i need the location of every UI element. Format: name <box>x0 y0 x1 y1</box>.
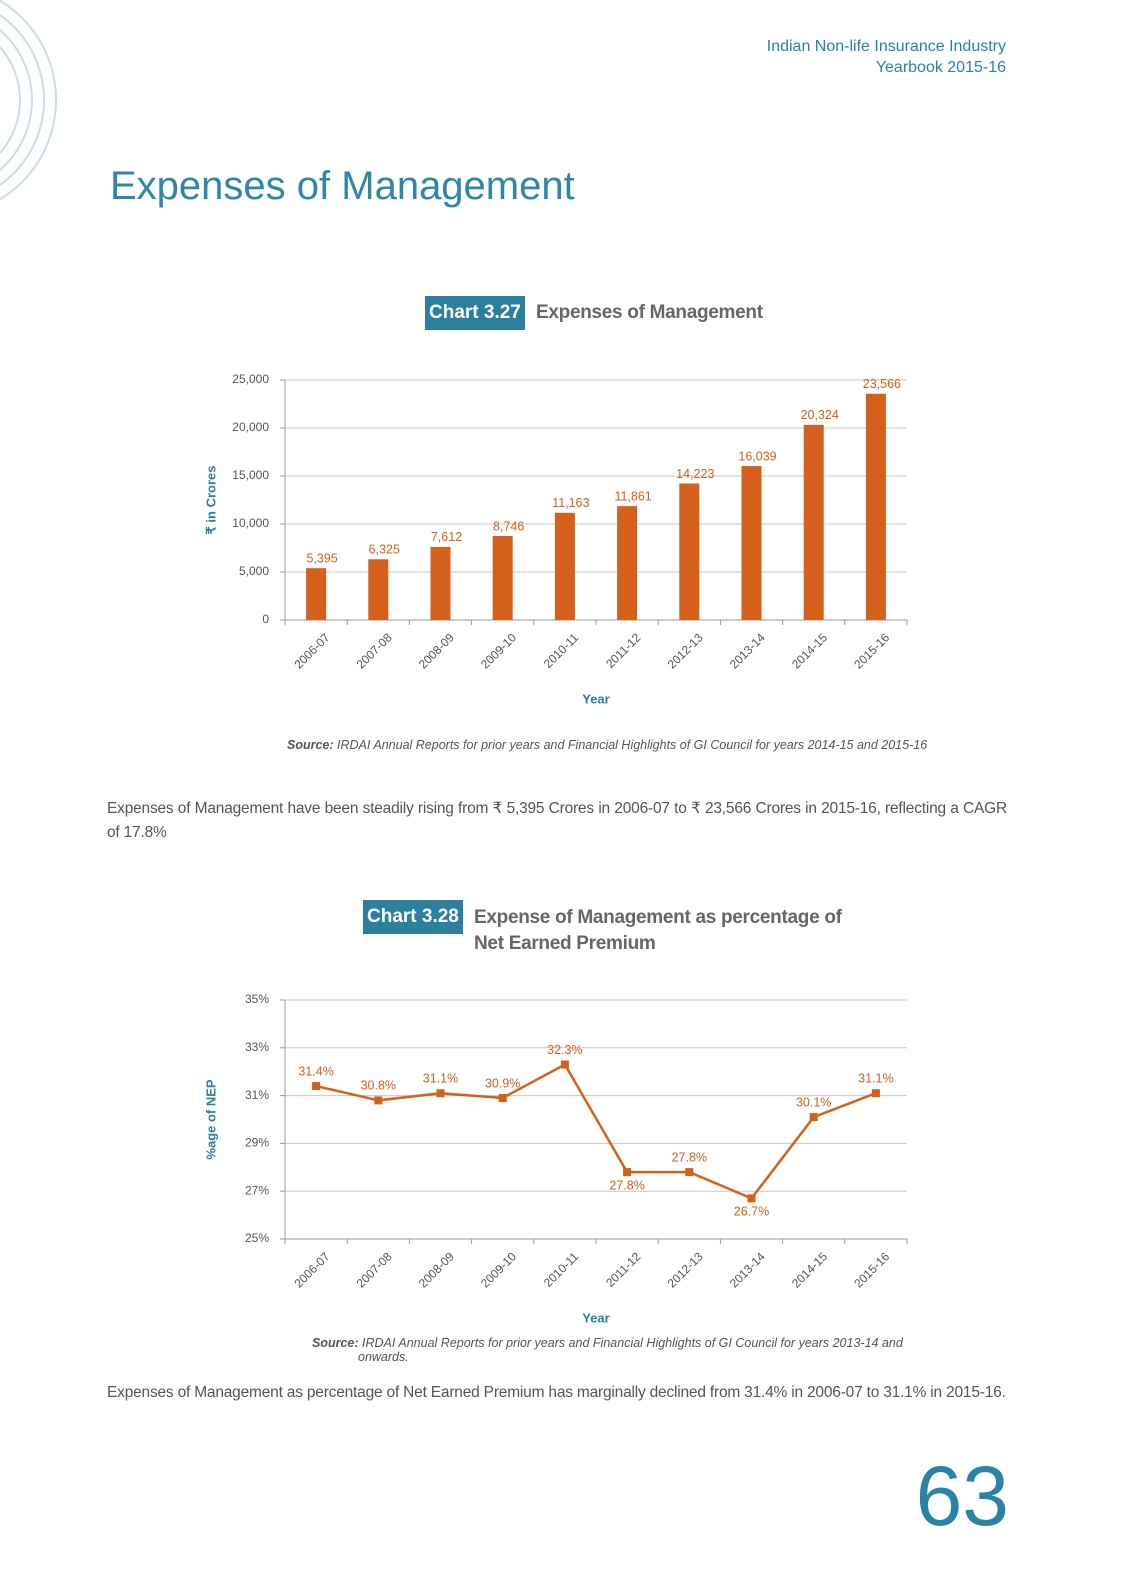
x-tick-label: 2013-14 <box>727 1249 768 1290</box>
x-tick-label: 2007-08 <box>354 1249 395 1290</box>
y-tick-label: 15,000 <box>232 468 269 482</box>
y-tick-label: 27% <box>245 1183 269 1197</box>
x-tick-label: 2009-10 <box>478 630 519 671</box>
data-label: 16,039 <box>738 449 776 463</box>
data-label: 5,395 <box>306 552 337 566</box>
header-line: Yearbook 2015-16 <box>875 59 1006 76</box>
decoration <box>0 0 57 201</box>
data-label: 11,163 <box>552 496 589 510</box>
y-tick-label: 33% <box>245 1040 269 1054</box>
paragraph: Expenses of Management have been steadil… <box>107 800 1007 841</box>
source-label: Source: <box>287 738 334 752</box>
x-tick-label: 2011-12 <box>603 630 644 671</box>
chart-title: Expense of Management as percentage of N… <box>474 907 842 954</box>
data-label: 31.1% <box>858 1072 893 1086</box>
data-label: 30.8% <box>361 1079 396 1093</box>
source-text: IRDAI Annual Reports for prior years and… <box>337 738 928 752</box>
data-label: 30.9% <box>485 1076 520 1090</box>
bar <box>368 559 389 620</box>
data-label: 20,324 <box>801 408 839 422</box>
data-label: 31.4% <box>298 1064 333 1078</box>
bar <box>554 512 575 620</box>
y-axis-title: ₹ in Crores <box>203 466 218 535</box>
y-axis-title: %age of NEP <box>203 1079 218 1160</box>
source-text: IRDAI Annual Reports for prior years and… <box>358 1336 903 1364</box>
data-label: 27.8% <box>609 1178 644 1192</box>
x-tick-label: 2008-09 <box>416 1249 457 1290</box>
x-tick-label: 2015-16 <box>851 1249 892 1290</box>
x-tick-label: 2012-13 <box>665 1249 706 1290</box>
y-tick-label: 5,000 <box>239 564 269 578</box>
data-label: 7,612 <box>431 530 462 544</box>
x-tick-label: 2012-13 <box>665 630 706 671</box>
source: Source: IRDAI Annual Reports for prior y… <box>287 738 967 752</box>
x-tick-label: 2010-11 <box>541 1249 582 1290</box>
marker <box>374 1096 383 1105</box>
x-axis-title: Year <box>582 1310 609 1325</box>
marker <box>560 1060 569 1069</box>
y-tick-label: 35% <box>245 992 269 1006</box>
data-label: 31.1% <box>423 1072 458 1086</box>
x-tick-label: 2009-10 <box>478 1249 519 1290</box>
header: Indian Non-life Insurance Industry Yearb… <box>767 36 1006 78</box>
data-label: 32.3% <box>547 1043 582 1057</box>
line <box>315 1062 877 1200</box>
data-label: 6,325 <box>369 543 400 557</box>
data-label: 30.1% <box>796 1095 831 1109</box>
x-tick-label: 2010-11 <box>541 630 582 671</box>
data-label: 23,566 <box>863 377 901 391</box>
y-tick-label: 0 <box>262 612 269 626</box>
y-tick-label: 10,000 <box>232 516 269 530</box>
y-tick-label: 20,000 <box>232 420 269 434</box>
bar <box>803 424 824 620</box>
bar <box>679 483 700 620</box>
y-tick-label: 25,000 <box>232 372 269 386</box>
page-number: 63 <box>915 1449 1009 1543</box>
y-tick-label: 25% <box>245 1231 269 1245</box>
header-line: Indian Non-life Insurance Industry <box>766 38 1006 55</box>
data-label: 8,746 <box>493 519 524 533</box>
bar <box>430 546 451 620</box>
chart-title: Expenses of Management <box>536 302 763 323</box>
bar <box>306 568 327 620</box>
y-tick-label: 29% <box>245 1136 269 1150</box>
marker <box>498 1093 507 1102</box>
paragraph: Expenses of Management as percentage of … <box>107 1384 1006 1401</box>
bar <box>741 466 762 620</box>
bar <box>617 506 638 620</box>
x-tick-label: 2007-08 <box>354 630 395 671</box>
x-tick-label: 2006-07 <box>291 630 332 671</box>
source: Source: IRDAI Annual Reports for prior y… <box>312 1336 948 1364</box>
marker <box>685 1168 694 1177</box>
x-tick-label: 2006-07 <box>291 1249 332 1290</box>
marker <box>747 1194 756 1203</box>
x-tick-label: 2014-15 <box>789 630 830 671</box>
bar <box>492 536 513 620</box>
marker <box>312 1082 321 1091</box>
marker <box>436 1089 445 1098</box>
marker <box>809 1113 818 1122</box>
page-title: Expenses of Management <box>110 164 575 208</box>
data-label: 11,861 <box>614 489 651 503</box>
data-label: 27.8% <box>672 1150 707 1164</box>
x-tick-label: 2011-12 <box>603 1249 644 1290</box>
x-tick-label: 2014-15 <box>789 1249 830 1290</box>
x-tick-label: 2013-14 <box>727 630 768 671</box>
x-tick-label: 2015-16 <box>851 630 892 671</box>
chart-number: Chart 3.27 <box>425 296 525 330</box>
y-tick-label: 31% <box>245 1088 269 1102</box>
x-axis-title: Year <box>582 691 609 706</box>
marker <box>623 1168 632 1177</box>
marker <box>871 1089 880 1098</box>
data-label: 14,223 <box>676 467 714 481</box>
bar <box>865 393 886 620</box>
data-label: 26.7% <box>734 1205 769 1219</box>
x-tick-label: 2008-09 <box>416 630 457 671</box>
source-label: Source: <box>312 1336 359 1350</box>
chart-number: Chart 3.28 <box>363 900 463 934</box>
